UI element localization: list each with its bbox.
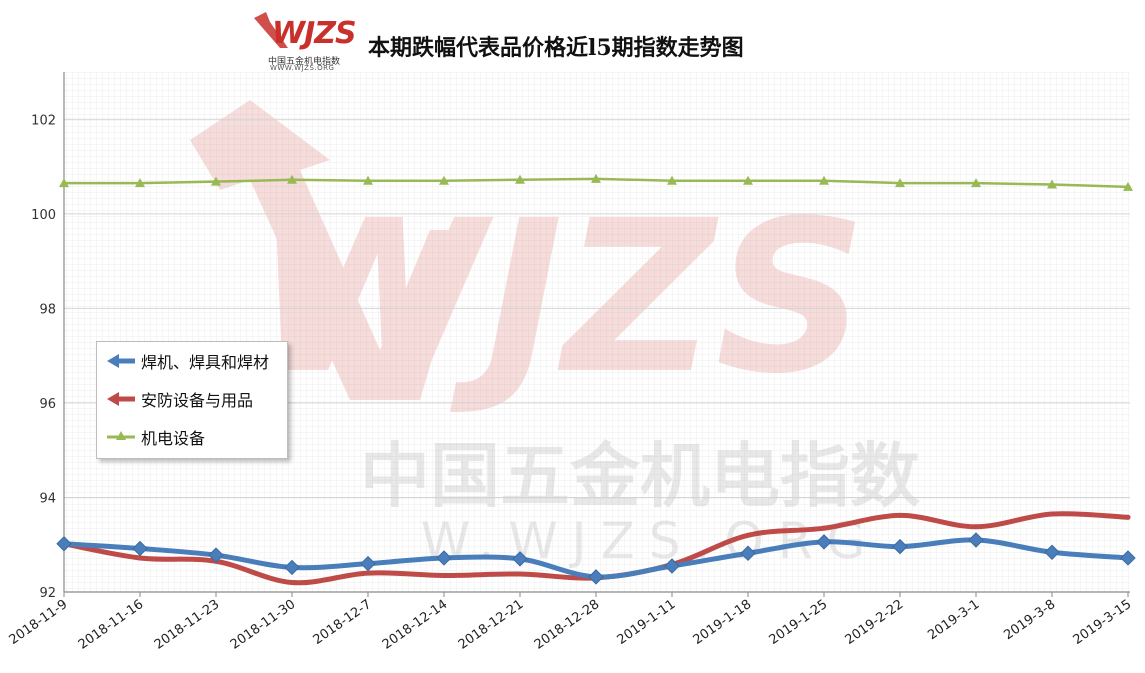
data-point-marker [56,536,72,552]
data-point-marker [287,174,297,184]
watermark: WJZS 中国五金机电指数 W.WJZS.ORG [190,100,920,570]
data-point-marker [743,175,753,185]
x-tick-label: 2019-1-18 [691,597,755,648]
data-point-marker [512,551,528,567]
x-tick-label: 2018-11-16 [76,597,147,653]
y-tick-label: 100 [31,208,56,223]
data-point-marker [441,572,447,578]
data-point-marker [973,524,979,530]
logo-arrow-icon [254,12,288,48]
data-point-marker [135,178,145,188]
legend-label-3: 机电设备 [141,429,206,448]
data-point-marker [59,178,69,188]
legend-red-arrow-icon [107,392,135,406]
data-point-marker [1125,514,1131,520]
data-point-marker [895,178,905,188]
logo-url: WWW.WJZS.ORG [270,64,335,72]
plot-area [64,72,1130,592]
data-point-marker [816,534,832,550]
x-tick-label: 2018-11-30 [228,597,299,653]
data-point-marker [897,512,903,518]
y-tick-label: 94 [39,491,56,506]
legend-green-triangle-icon [107,431,135,440]
data-point-marker [588,569,604,585]
watermark-url: W.WJZS.ORG [421,512,880,570]
data-point-marker [289,580,295,586]
y-tick-label: 96 [39,397,56,412]
data-point-marker [1044,544,1060,560]
x-tick-label: 2019-3-15 [1071,597,1135,648]
data-point-marker [365,570,371,576]
axes [63,72,1130,597]
data-point-marker [971,178,981,188]
data-point-marker [436,550,452,566]
logo-subtitle: 中国五金机电指数 [268,57,341,67]
x-tick-label: 2019-3-1 [925,597,982,643]
y-tick-label: 98 [39,302,56,317]
data-point-marker [363,175,373,185]
data-point-marker [740,545,756,561]
logo-brand-text: WJZS [272,16,357,51]
series-3 [59,173,1133,191]
data-point-marker [1120,550,1136,566]
data-point-marker [360,555,376,572]
data-point-marker [211,176,221,186]
legend-label-2: 安防设备与用品 [141,391,254,410]
data-point-marker [208,547,224,563]
x-tick-label: 2018-11-23 [152,597,223,653]
legend-label-1: 焊机、焊具和焊材 [141,353,270,372]
data-point-marker [819,175,829,185]
y-tick-label: 102 [31,113,56,128]
data-point-marker [745,532,751,538]
data-point-marker [821,525,827,531]
x-tick-label: 2019-3-8 [1001,597,1058,643]
data-point-marker [284,559,300,576]
data-point-marker [515,174,525,184]
data-point-marker [1049,511,1055,517]
watermark-subtitle: 中国五金机电指数 [360,435,920,517]
x-tick-label: 2018-11-9 [7,597,71,648]
legend: 焊机、焊具和焊材 安防设备与用品 机电设备 [96,341,288,459]
data-point-marker [667,175,677,185]
y-tick-label: 92 [39,586,56,601]
legend-item-2: 安防设备与用品 [105,388,253,410]
data-point-marker [439,175,449,185]
x-tick-label: 2019-1-11 [615,597,679,648]
x-tick-label: 2018-12-14 [380,597,451,653]
legend-blue-arrow-icon [107,354,135,368]
watermark-brand: WJZS [253,175,866,420]
chart-title: 本期跌幅代表品价格近l5期指数走势图 [368,35,744,61]
data-point-marker [1047,179,1057,189]
data-point-marker [1123,181,1133,191]
x-tick-label: 2018-12-21 [456,597,527,653]
x-tick-label: 2018-12-28 [532,597,603,653]
x-tick-label: 2019-1-25 [767,597,831,648]
data-point-marker [968,532,984,548]
wjzs-logo: WJZS 中国五金机电指数 WWW.WJZS.ORG [252,8,357,72]
data-point-marker [892,538,908,555]
data-point-marker [517,571,523,577]
x-tick-label: 2018-12-7 [311,597,375,648]
data-point-marker [132,540,148,557]
legend-item-3: 机电设备 [105,426,205,448]
data-point-marker [591,173,601,183]
x-tick-label: 2019-2-22 [843,597,907,648]
legend-item-1: 焊机、焊具和焊材 [105,350,269,372]
data-point-marker [137,555,143,561]
series-1 [56,532,1136,585]
series-layer [56,173,1136,586]
data-point-marker [664,558,680,574]
chart-header: WJZS 中国五金机电指数 WWW.WJZS.ORG 本期跌幅代表品价格近l5期… [0,0,1145,72]
